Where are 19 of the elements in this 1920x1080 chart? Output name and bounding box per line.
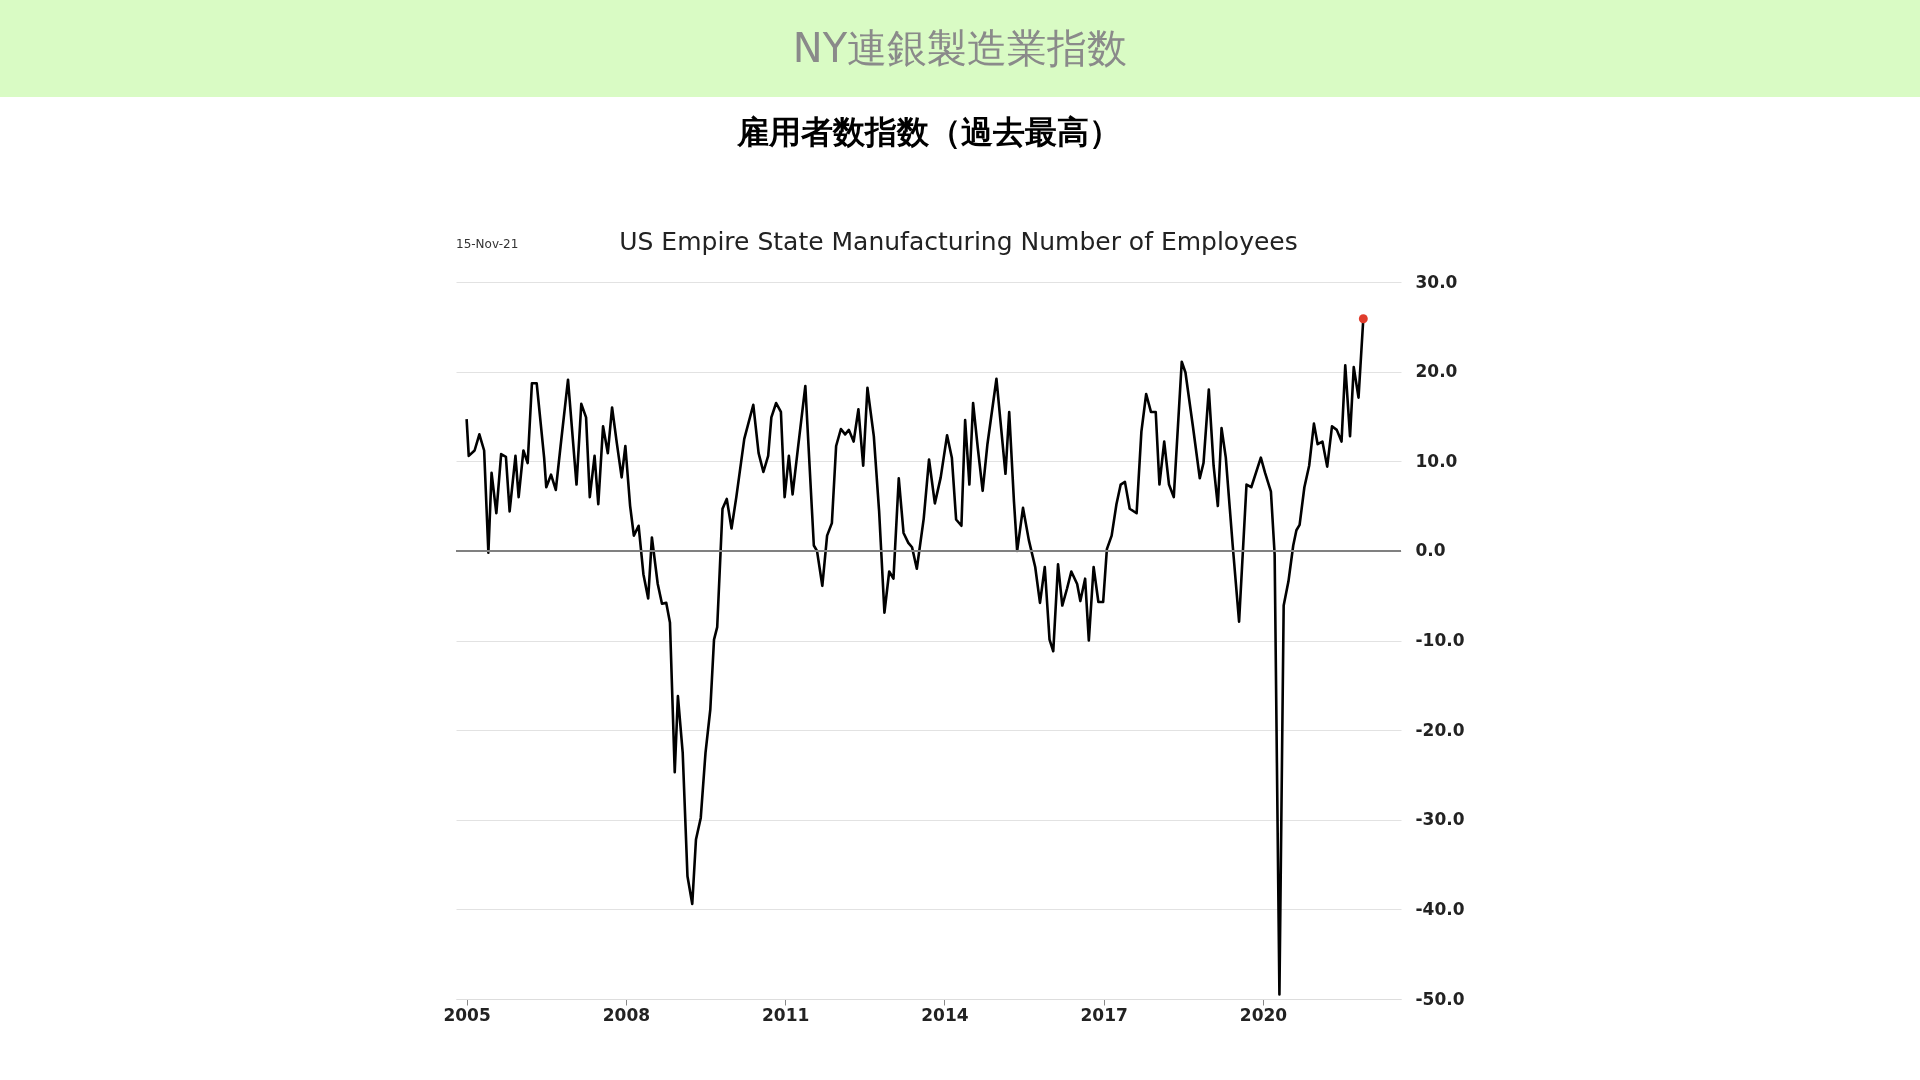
x-tick-label: 2008 — [602, 1004, 651, 1025]
text: US Empire State Manufacturing Number of Employees — [619, 227, 1298, 256]
y-tick-label: 0.0 — [1415, 540, 1446, 561]
y-tick-label: 10.0 — [1415, 450, 1458, 471]
x-tick-label: 2017 — [1080, 1004, 1128, 1025]
y-tick-label: -20.0 — [1415, 719, 1465, 740]
text: 15-Nov-21 — [456, 237, 519, 251]
y-tick-label: -30.0 — [1415, 809, 1465, 830]
y-tick-label: -50.0 — [1415, 988, 1465, 1009]
x-tick-label: 2005 — [443, 1004, 491, 1025]
chart-title: NY連銀製造業指数 — [792, 25, 1128, 71]
y-tick-label: -40.0 — [1415, 898, 1465, 919]
x-tick-label: 2020 — [1239, 1004, 1288, 1025]
chart-subtitle: 雇用者数指数（過去最高） — [735, 113, 1121, 151]
y-tick-label: 20.0 — [1415, 361, 1458, 382]
y-tick-label: 30.0 — [1415, 271, 1458, 292]
x-tick-label: 2014 — [921, 1004, 969, 1025]
y-tick-label: -10.0 — [1415, 630, 1465, 650]
x-tick-label: 2011 — [761, 1004, 810, 1025]
